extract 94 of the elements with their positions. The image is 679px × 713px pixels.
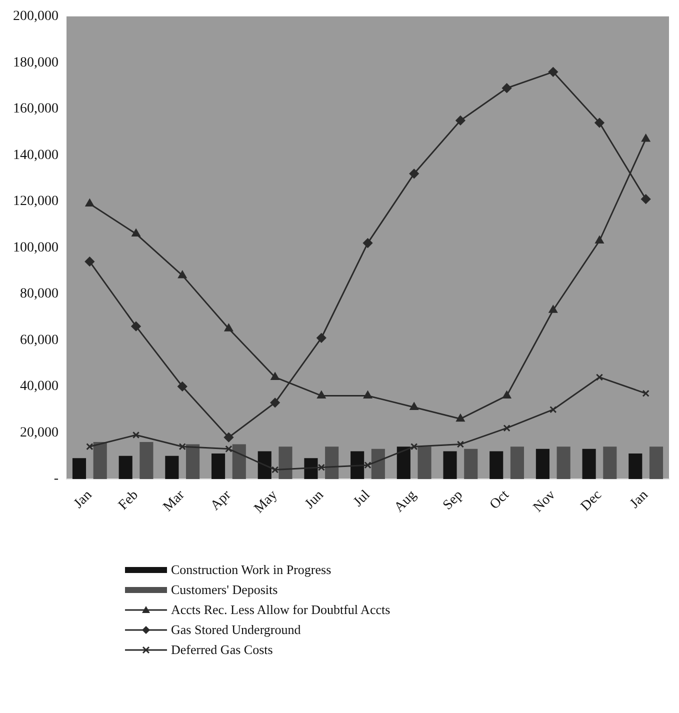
bar	[258, 451, 272, 479]
x-tick-label: Sep	[440, 488, 466, 514]
legend-label: Accts Rec. Less Allow for Doubtful Accts	[171, 602, 390, 618]
bar	[603, 446, 617, 479]
x-tick-label: Mar	[160, 487, 188, 515]
bar	[212, 454, 226, 479]
bar	[443, 451, 457, 479]
point	[641, 194, 651, 204]
point	[456, 116, 466, 126]
bar	[165, 456, 179, 479]
point	[502, 390, 512, 398]
point	[224, 324, 233, 332]
x-tick-label: Jan	[627, 488, 652, 512]
bar	[325, 446, 339, 479]
point	[364, 390, 372, 398]
point	[317, 390, 326, 398]
point	[596, 374, 604, 381]
bar	[556, 446, 570, 479]
point	[178, 270, 187, 278]
point	[318, 464, 325, 471]
bar	[582, 448, 596, 479]
bar	[304, 458, 318, 479]
point	[548, 67, 558, 77]
bar	[72, 458, 86, 479]
bar	[118, 456, 132, 479]
y-tick-label: 120,000	[13, 194, 58, 210]
bar	[371, 448, 385, 479]
bar	[418, 446, 432, 479]
point	[595, 236, 604, 244]
x-tick-label: Jul	[351, 488, 374, 510]
bar	[350, 451, 364, 479]
legend-label: Customers' Deposits	[171, 582, 278, 598]
point	[409, 168, 419, 178]
bar	[278, 446, 292, 479]
point	[642, 134, 650, 142]
y-tick-label: 100,000	[13, 240, 58, 256]
point	[642, 390, 650, 397]
point	[316, 333, 326, 343]
point	[270, 372, 280, 380]
y-tick-label: 80,000	[20, 286, 58, 302]
bar	[232, 444, 246, 479]
point	[410, 443, 418, 450]
legend-label: Gas Stored Underground	[171, 622, 301, 638]
y-tick-label: 180,000	[13, 55, 58, 70]
y-tick-label: 60,000	[20, 332, 58, 348]
x-tick-label: Apr	[208, 488, 234, 514]
legend-label: Construction Work in Progress	[171, 562, 332, 578]
bar	[628, 454, 642, 479]
point	[132, 431, 140, 439]
point	[84, 256, 94, 266]
point	[225, 445, 232, 452]
x-tick-label: Oct	[487, 488, 512, 513]
bar	[649, 446, 664, 479]
y-tick-label: 160,000	[13, 102, 58, 117]
bar	[93, 442, 107, 479]
point	[456, 414, 465, 422]
point	[364, 462, 372, 469]
legend-label: Deferred Gas Costs	[171, 642, 273, 658]
x-tick-label: Dec	[578, 488, 605, 514]
point	[270, 398, 280, 408]
y-tick-label: 200,000	[13, 9, 58, 24]
x-tick-label: May	[252, 488, 280, 516]
bar	[536, 448, 550, 479]
x-tick-label: Nov	[530, 488, 559, 516]
point	[131, 322, 141, 332]
bar	[490, 451, 504, 479]
bar	[140, 442, 154, 479]
y-tick-label: 20,000	[20, 425, 58, 440]
point	[178, 382, 188, 392]
x-tick-label: Feb	[116, 488, 142, 514]
y-tick-label: 40,000	[20, 379, 58, 394]
point	[503, 424, 510, 432]
x-tick-label: Jun	[302, 488, 327, 512]
bar	[510, 446, 524, 479]
x-tick-label: Jan	[71, 488, 96, 512]
x-tick-label: Aug	[392, 488, 420, 516]
point	[410, 402, 418, 410]
point	[85, 198, 94, 206]
point	[178, 443, 186, 450]
point	[363, 238, 372, 248]
point	[271, 466, 279, 474]
point	[548, 305, 558, 313]
point	[502, 83, 512, 93]
bar	[464, 448, 478, 479]
point	[86, 443, 94, 450]
point	[456, 440, 464, 448]
point	[550, 406, 557, 414]
point	[594, 118, 604, 128]
point	[224, 432, 234, 442]
bar	[186, 444, 200, 479]
bar	[396, 446, 410, 479]
point	[132, 229, 140, 237]
y-tick-label: 140,000	[13, 148, 58, 163]
y-tick-label: -	[54, 472, 59, 487]
